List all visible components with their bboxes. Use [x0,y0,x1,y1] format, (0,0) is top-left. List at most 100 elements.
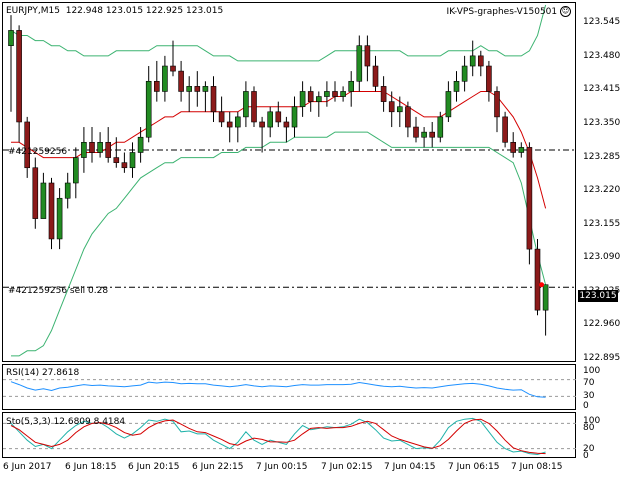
candle-body [413,126,419,138]
time-tick: 6 Jun 20:15 [128,462,180,472]
expert-name: IK-VPS-graphes-V150501 [446,7,558,17]
candle-body [56,197,63,240]
price-chart-svg [3,4,577,357]
candle-body [243,91,249,118]
candle-body [202,86,209,92]
candle-body [162,65,168,92]
candle-body [486,65,492,92]
smiley-icon: ☺ [560,6,571,17]
candle-body [348,80,355,92]
price-tick: 123.285 [583,152,620,162]
candle-body [396,106,403,113]
candle-body [332,91,338,97]
candle-body [405,106,411,128]
time-tick: 6 Jun 2017 [3,462,52,472]
rsi-line [10,381,546,398]
stochastic-pane[interactable]: Sto(5,3,3) 12.6809 8.4184 [2,412,577,458]
candle-body [275,111,282,123]
time-tick: 7 Jun 06:15 [448,462,500,472]
candle-body [89,142,95,153]
candle-body [129,152,136,169]
order-line-label-1[interactable]: #421259256 [8,147,68,157]
candle-body [235,116,241,128]
price-tick: 123.545 [583,17,620,27]
sto-tick: 20 [583,444,595,454]
time-tick: 7 Jun 00:15 [256,462,308,472]
main-chart-pane[interactable]: EURJPY,M15 122.948 123.015 122.925 123.0… [2,2,577,362]
candle-body [445,91,452,118]
current-price-marker: 123.015 [578,290,618,302]
price-tick: 122.895 [583,353,620,363]
price-tick: 122.960 [583,319,620,329]
time-tick: 7 Jun 02:15 [321,462,373,472]
candle-body [453,80,460,92]
price-tick: 123.350 [583,118,620,128]
sto-tick: 100 [583,416,601,426]
time-tick: 7 Jun 04:15 [384,462,436,472]
price-tick: 123.220 [583,185,620,195]
candle-body [8,30,14,46]
candle-body [105,142,111,158]
price-tick: 123.155 [583,219,620,229]
stochastic-label: Sto(5,3,3) 12.6809 8.4184 [6,417,126,427]
candle-body [81,142,87,158]
ohlc-high: 123.015 [105,6,144,16]
candle-body [218,111,225,123]
candle-body [477,55,484,67]
candle-body [340,91,346,97]
candle-body [324,91,330,97]
time-tick: 6 Jun 18:15 [65,462,117,472]
rsi-tick: 0 [583,401,589,411]
rsi-tick: 100 [583,366,601,376]
candle-body [251,91,257,123]
rsi-tick: 70 [583,378,595,388]
candle-body [502,116,508,143]
trade-arrow-marker [539,282,545,288]
candle-body [291,106,298,128]
price-tick: 123.480 [583,51,620,61]
candle-body [121,162,128,169]
candle-body [170,65,176,72]
candle-body [226,121,233,128]
rsi-label: RSI(14) 27.8618 [6,368,80,378]
candle-body [194,86,201,92]
bollinger-lower-band [11,131,547,357]
candle-body [437,116,444,138]
candle-body [429,131,436,138]
time-tick: 6 Jun 22:15 [192,462,244,472]
candle-body [97,142,103,153]
candle-body [388,101,395,113]
candle-body [210,86,217,113]
candle-body [186,86,192,92]
candle-body [24,121,31,169]
candle-body [372,65,379,87]
chart-header: EURJPY,M15 122.948 123.015 122.925 123.0… [6,6,223,16]
candle-body [283,121,290,128]
rsi-pane[interactable]: RSI(14) 27.8618 [2,364,577,410]
stochastic-chart-svg [3,417,577,456]
candle-body [380,86,387,102]
bollinger-upper-band [10,4,547,62]
candle-body [64,182,71,199]
candle-body [145,80,152,138]
candle-body [73,157,79,184]
stochastic-signal-line [10,418,546,455]
candle-body [178,70,184,92]
expert-advisor-label[interactable]: IK-VPS-graphes-V150501 ☺ [446,6,571,17]
candle-body [469,55,476,67]
sto-tick: 0 [583,451,589,461]
candle-body [154,80,160,92]
candle-body [299,91,306,108]
candle-body [137,136,144,153]
order-line-label-2[interactable]: #421259256 sell 0.28 [8,286,109,296]
candle-body [542,284,549,311]
ohlc-open: 122.948 [65,6,103,16]
rsi-chart-svg [3,379,577,398]
candle-body [518,147,525,153]
candle-body [510,142,517,153]
candle-body [16,30,22,123]
price-tick: 123.415 [583,84,620,94]
candle-body [113,157,120,163]
candle-body [315,96,322,102]
candle-body [421,131,427,138]
